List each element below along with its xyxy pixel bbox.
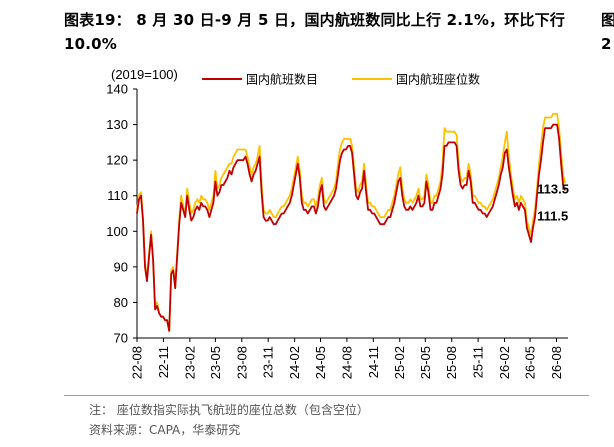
y-tick-label: 110 bbox=[107, 188, 128, 203]
series-line-flights bbox=[136, 123, 566, 332]
x-tick-label: 26-08 bbox=[549, 346, 564, 379]
y-tick-label: 120 bbox=[106, 153, 128, 168]
x-tick-label: 22-08 bbox=[130, 346, 145, 379]
seats-end-value-label: 113.5 bbox=[537, 181, 569, 196]
x-tick-label: 25-11 bbox=[471, 346, 486, 378]
chart-series: 113.5 111.5 bbox=[136, 113, 569, 332]
adjacent-figure-glyph-2: 2 bbox=[601, 35, 612, 53]
legend-item-seats-label: 国内航班座位数 bbox=[396, 72, 480, 87]
x-tick-label: 23-05 bbox=[208, 346, 223, 379]
y-tick-label: 90 bbox=[114, 259, 128, 274]
x-tick-label: 23-08 bbox=[234, 346, 249, 379]
y-tick-label: 130 bbox=[106, 117, 128, 132]
x-tick-label: 23-11 bbox=[261, 346, 276, 378]
adjacent-figure-glyph-1: 图 bbox=[601, 11, 614, 29]
y-axis-unit-label: (2019=100) bbox=[111, 67, 178, 82]
source-note: 资料来源：CAPA，华泰研究 bbox=[89, 423, 241, 437]
y-tick-label: 100 bbox=[106, 224, 128, 239]
adjacent-figure-edge: 图 2 bbox=[601, 8, 614, 56]
flights-end-value-label: 111.5 bbox=[537, 208, 568, 223]
footnote: 注： 座位数指实际执飞航班的座位总数（包含空位） bbox=[89, 403, 369, 417]
series-line-seats bbox=[136, 113, 566, 332]
x-tick-label: 22-11 bbox=[156, 346, 171, 378]
x-tick-label: 25-05 bbox=[418, 346, 433, 379]
x-tick-label: 26-02 bbox=[497, 346, 512, 379]
chart-legend: 国内航班数目 国内航班座位数 bbox=[202, 72, 480, 87]
x-tick-label: 26-05 bbox=[523, 346, 538, 379]
y-tick-label: 70 bbox=[114, 331, 128, 346]
x-tick-label: 24-02 bbox=[287, 346, 302, 379]
legend-item-flights-label: 国内航班数目 bbox=[246, 72, 318, 87]
chart-axes: 70 80 90 100 110 120 130 140 22-08 22-11 23-02 23-0… bbox=[106, 82, 568, 379]
x-tick-label: 25-02 bbox=[392, 346, 407, 379]
x-tick-label: 24-05 bbox=[313, 346, 328, 379]
figure-title: 图表19： 8 月 30 日-9 月 5 日，国内航班数同比上行 2.1%，环比… bbox=[64, 11, 566, 53]
x-tick-label: 23-02 bbox=[182, 346, 197, 379]
x-tick-label: 25-08 bbox=[444, 346, 459, 379]
footer-divider bbox=[64, 395, 589, 396]
y-tick-label: 140 bbox=[106, 82, 128, 97]
x-tick-label: 24-11 bbox=[366, 346, 381, 378]
y-tick-label: 80 bbox=[114, 295, 128, 310]
x-tick-label: 24-08 bbox=[339, 346, 354, 379]
